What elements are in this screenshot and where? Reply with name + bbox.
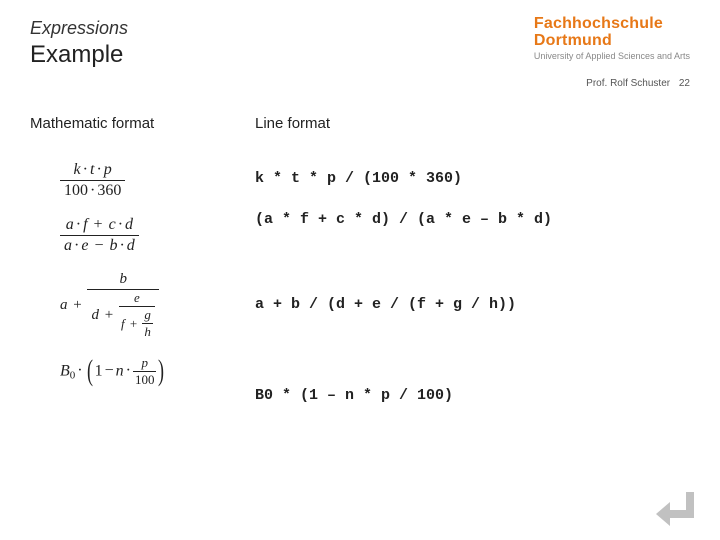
title-block: Expressions Example bbox=[30, 18, 128, 69]
column-headings: Mathematic format Line format bbox=[30, 115, 690, 132]
slide: Expressions Example Fachhochschule Dortm… bbox=[0, 0, 720, 540]
math-expr-3: a + b d + e f + bbox=[60, 270, 255, 341]
content-row: k·t·p 100·360 a·f + c·d a·e − b·d a + b bbox=[30, 132, 690, 414]
supertitle: Expressions bbox=[30, 18, 128, 39]
code-expr-2: (a * f + c * d) / (a * e – b * d) bbox=[255, 211, 690, 228]
math-column: k·t·p 100·360 a·f + c·d a·e − b·d a + b bbox=[30, 132, 255, 414]
math-expr-2: a·f + c·d a·e − b·d bbox=[60, 215, 255, 256]
math-expr-4: B0·(1−n·p100) bbox=[60, 355, 255, 389]
code-column: k * t * p / (100 * 360) (a * f + c * d) … bbox=[255, 132, 690, 414]
code-expr-1: k * t * p / (100 * 360) bbox=[255, 170, 690, 187]
code-expr-4: B0 * (1 – n * p / 100) bbox=[255, 387, 690, 404]
logo-line1: Fachhochschule bbox=[534, 16, 690, 33]
logo-line2: Dortmund bbox=[534, 33, 690, 50]
left-column-heading: Mathematic format bbox=[30, 115, 255, 132]
logo-subtitle: University of Applied Sciences and Arts bbox=[534, 52, 690, 61]
page-number: 22 bbox=[679, 78, 690, 89]
page-title: Example bbox=[30, 41, 128, 69]
author-name: Prof. Rolf Schuster bbox=[586, 78, 670, 89]
return-arrow-icon[interactable] bbox=[652, 488, 696, 530]
university-logo: Fachhochschule Dortmund University of Ap… bbox=[534, 16, 690, 61]
code-expr-3: a + b / (d + e / (f + g / h)) bbox=[255, 296, 690, 313]
math-expr-1: k·t·p 100·360 bbox=[60, 160, 255, 201]
right-column-heading: Line format bbox=[255, 115, 690, 132]
slide-credit: Prof. Rolf Schuster 22 bbox=[586, 78, 690, 89]
header: Expressions Example Fachhochschule Dortm… bbox=[30, 18, 690, 69]
